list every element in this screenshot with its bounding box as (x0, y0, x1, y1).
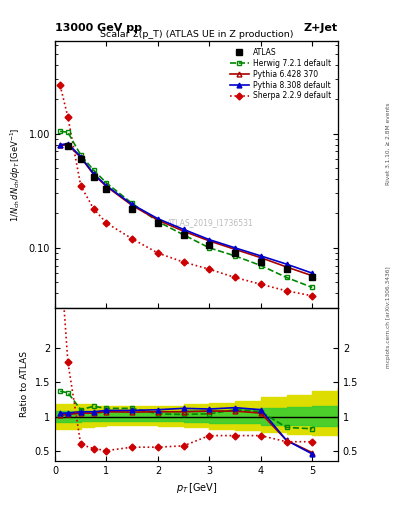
X-axis label: $p_T\,[\mathrm{GeV}]$: $p_T\,[\mathrm{GeV}]$ (176, 481, 217, 495)
Title: Scalar Σ(p_T) (ATLAS UE in Z production): Scalar Σ(p_T) (ATLAS UE in Z production) (100, 30, 293, 39)
Text: Rivet 3.1.10, ≥ 2.8M events: Rivet 3.1.10, ≥ 2.8M events (386, 102, 391, 185)
Text: 13000 GeV pp: 13000 GeV pp (55, 23, 142, 33)
Text: ATLAS_2019_I1736531: ATLAS_2019_I1736531 (167, 218, 254, 227)
Y-axis label: $1/N_\mathrm{ch}\,dN_\mathrm{ch}/dp_T\,[\mathrm{GeV}^{-1}]$: $1/N_\mathrm{ch}\,dN_\mathrm{ch}/dp_T\,[… (9, 127, 23, 222)
Text: Z+Jet: Z+Jet (304, 23, 338, 33)
Y-axis label: Ratio to ATLAS: Ratio to ATLAS (20, 351, 29, 417)
Text: mcplots.cern.ch [arXiv:1306.3436]: mcplots.cern.ch [arXiv:1306.3436] (386, 267, 391, 368)
Legend: ATLAS, Herwig 7.2.1 default, Pythia 6.428 370, Pythia 8.308 default, Sherpa 2.2.: ATLAS, Herwig 7.2.1 default, Pythia 6.42… (227, 45, 334, 103)
